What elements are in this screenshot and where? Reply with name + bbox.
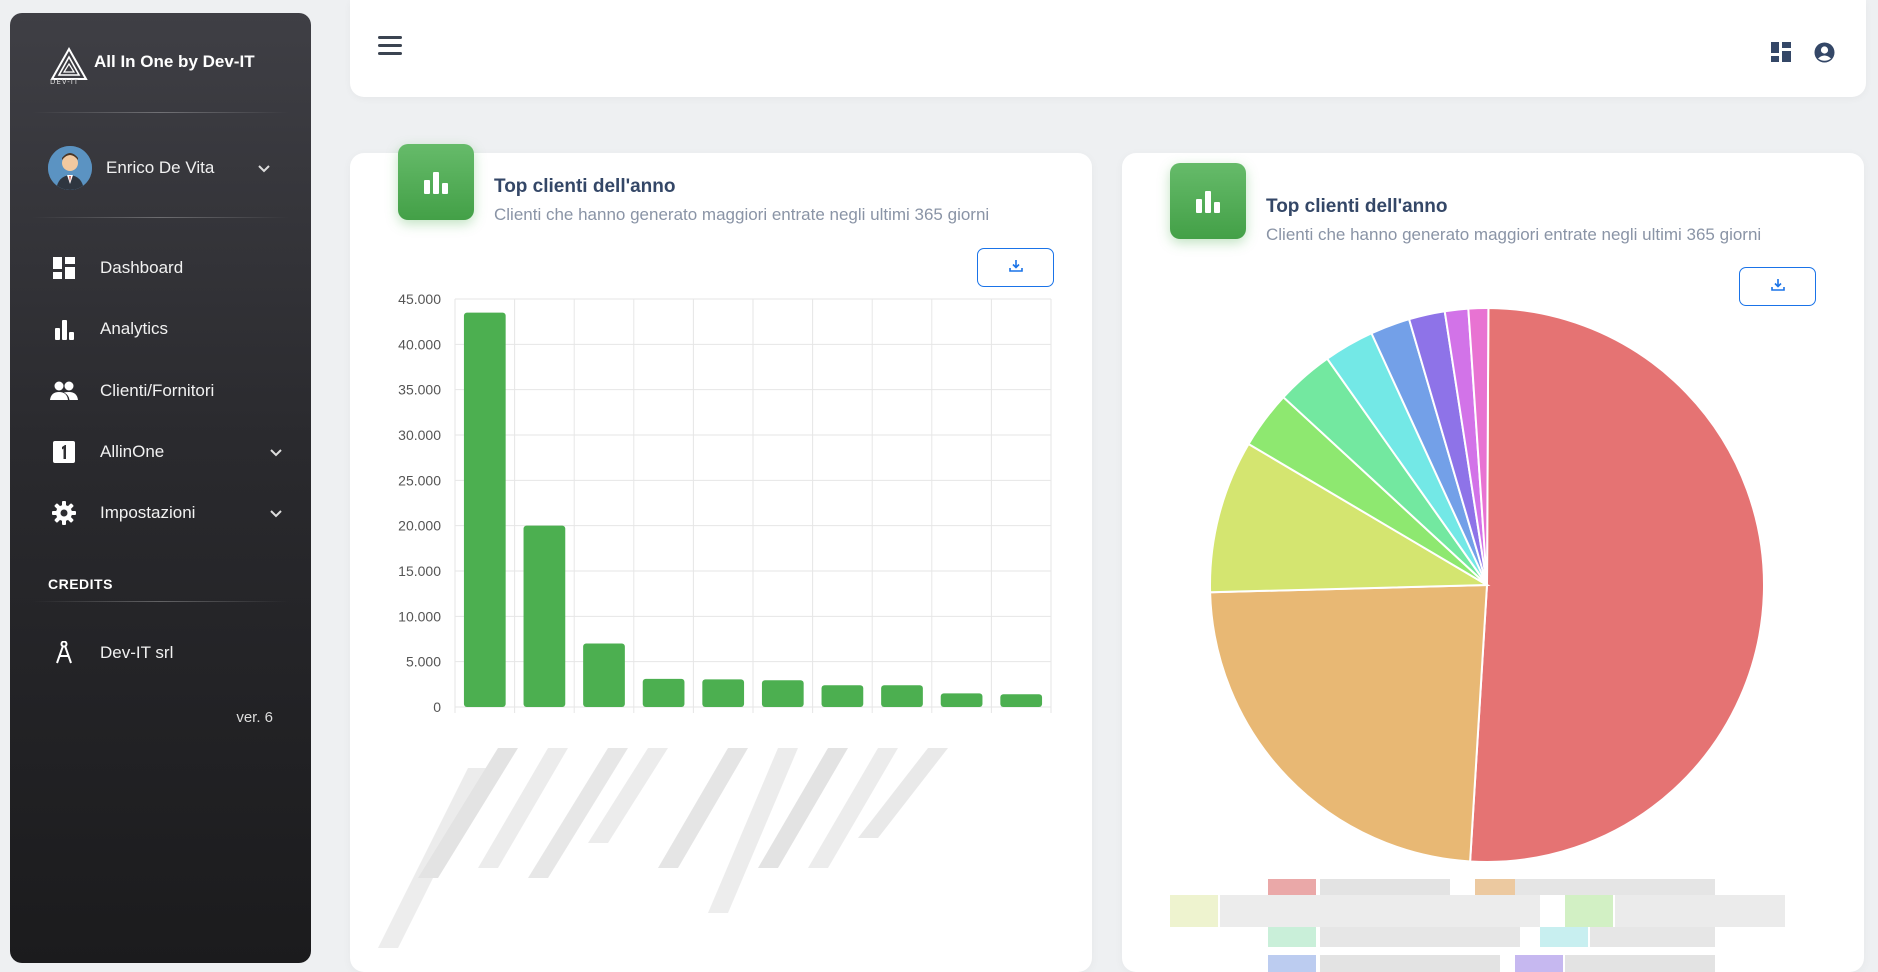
download-button[interactable]	[977, 248, 1054, 287]
bar	[881, 685, 923, 707]
brand-title: All In One by Dev-IT	[94, 52, 255, 71]
gear-icon	[50, 499, 78, 527]
top-clients-pie-card: Top clienti dell'anno Clienti che hanno …	[1122, 153, 1864, 972]
download-icon	[1770, 278, 1785, 296]
dev-it-logo-icon: DEV-IT	[48, 45, 90, 87]
dashboard-icon[interactable]	[1771, 42, 1793, 64]
bar-chart-icon	[1170, 163, 1246, 239]
pie-slice	[1209, 442, 1491, 594]
pie-chart	[1209, 306, 1765, 863]
number-one-icon	[50, 438, 78, 466]
card-subtitle: Clienti che hanno generato maggiori entr…	[1266, 225, 1762, 244]
chevron-down-icon[interactable]	[258, 160, 270, 176]
card-title: Top clienti dell'anno	[494, 176, 676, 197]
y-tick-label: 35.000	[398, 382, 441, 398]
nav-item-clienti-fornitori[interactable]: Clienti/Fornitori	[50, 371, 290, 411]
pie-slice	[1467, 307, 1490, 586]
download-button[interactable]	[1739, 267, 1816, 306]
y-tick-label: 5.000	[406, 654, 441, 670]
y-tick-label: 25.000	[398, 472, 441, 488]
bar-chart-icon	[50, 315, 78, 343]
account-circle-icon[interactable]	[1814, 42, 1836, 64]
nav-item-impostazioni[interactable]: Impostazioni	[50, 493, 290, 533]
user-menu[interactable]: Enrico De Vita	[48, 145, 288, 191]
logo-caption: DEV-IT	[50, 78, 80, 86]
hamburger-menu-icon[interactable]	[378, 36, 402, 56]
people-icon	[50, 377, 78, 405]
nav-item-analytics[interactable]: Analytics	[50, 309, 290, 349]
bar-chart-icon	[398, 144, 474, 220]
bar	[523, 525, 566, 707]
y-tick-label: 20.000	[398, 518, 441, 534]
divider	[32, 112, 289, 113]
y-tick-label: 0	[433, 699, 441, 715]
nav-label: Dashboard	[100, 258, 184, 277]
card-subtitle: Clienti che hanno generato maggiori entr…	[494, 205, 990, 224]
bar	[940, 693, 983, 707]
sidebar: DEV-IT All In One by Dev-IT Enrico De Vi…	[10, 13, 311, 963]
y-tick-label: 45.000	[398, 291, 441, 307]
nav-label: Clienti/Fornitori	[100, 381, 215, 400]
bar	[583, 643, 625, 707]
nav-label: AllinOne	[100, 442, 165, 461]
brand[interactable]: DEV-IT All In One by Dev-IT	[48, 41, 255, 91]
credits-heading: CREDITS	[48, 576, 113, 592]
avatar	[48, 146, 92, 190]
top-clients-bar-card: Top clienti dell'anno Clienti che hanno …	[350, 144, 1092, 972]
y-tick-label: 40.000	[398, 336, 441, 352]
y-tick-label: 30.000	[398, 427, 441, 443]
nav-item-dev-it-srl[interactable]: Dev-IT srl	[50, 633, 290, 673]
divider	[32, 601, 289, 602]
user-name: Enrico De Vita	[106, 158, 215, 177]
compass-icon	[50, 639, 78, 667]
topbar	[350, 0, 1866, 97]
bar-chart: 0 5.000 10.000 15.000 20.000 25.000 30.000 35.0…	[398, 291, 1052, 715]
pie-slice	[1209, 583, 1489, 863]
bar	[761, 680, 804, 707]
y-tick-label: 10.000	[398, 608, 441, 624]
card-title: Top clienti dell'anno	[1266, 196, 1448, 217]
nav-label: Impostazioni	[100, 503, 196, 522]
blurred-category-labels	[378, 728, 1028, 958]
y-tick-label: 15.000	[398, 563, 441, 579]
nav-item-allinone[interactable]: AllinOne	[50, 432, 290, 472]
download-icon	[1008, 259, 1023, 277]
bar	[463, 312, 506, 707]
bar	[642, 678, 685, 707]
chevron-down-icon[interactable]	[270, 444, 282, 460]
version-label: ver. 6	[236, 709, 273, 726]
pie-slice	[1469, 306, 1765, 863]
divider	[32, 217, 289, 218]
blurred-legend	[1170, 875, 1810, 972]
nav-label: Analytics	[100, 319, 169, 338]
nav-item-dashboard[interactable]: Dashboard	[50, 248, 290, 288]
bar	[702, 679, 745, 707]
bar	[1000, 694, 1043, 707]
nav-label: Dev-IT srl	[100, 643, 174, 662]
dashboard-icon	[50, 254, 78, 282]
bar	[821, 685, 864, 707]
chevron-down-icon[interactable]	[270, 505, 282, 521]
